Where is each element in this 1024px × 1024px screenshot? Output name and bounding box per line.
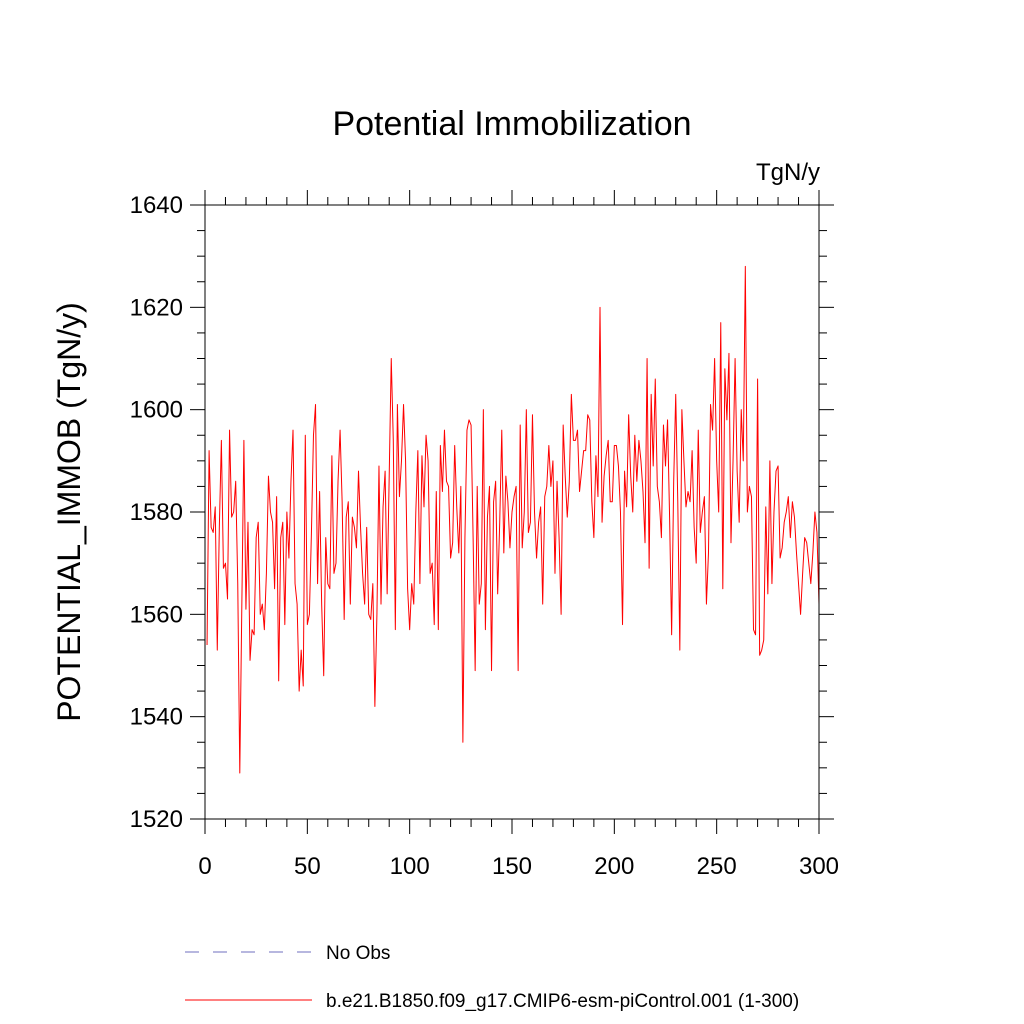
tick-labels: 0 50 100 150 200 250 300 1520 1540 1560 1580 1600 16… (130, 192, 839, 880)
legend-label-no-obs: No Obs (326, 943, 390, 964)
legend-label-model: b.e21.B1850.f09_g17.CMIP6-esm-piControl.… (326, 991, 799, 1012)
y-tick-label: 1600 (130, 397, 183, 424)
axis-ticks (190, 190, 834, 834)
x-tick-label: 50 (294, 853, 321, 880)
legend: No Obs b.e21.B1850.f09_g17.CMIP6-esm-piC… (185, 943, 799, 1012)
x-tick-label: 200 (594, 853, 634, 880)
units-label: TgN/y (756, 159, 820, 186)
y-tick-label: 1620 (130, 294, 183, 321)
series-line-1 (206, 265, 819, 774)
x-tick-label: 100 (390, 853, 430, 880)
chart-title: Potential Immobilization (332, 105, 691, 143)
x-tick-label: 0 (198, 853, 211, 880)
series-layer (206, 265, 819, 774)
x-tick-label: 300 (799, 853, 839, 880)
plot-frame (204, 204, 820, 820)
y-tick-label: 1560 (130, 601, 183, 628)
y-tick-label: 1540 (130, 704, 183, 731)
y-axis-label: POTENTIAL_IMMOB (TgN/y) (51, 302, 87, 722)
y-tick-label: 1640 (130, 192, 183, 219)
y-tick-label: 1580 (130, 499, 183, 526)
x-tick-label: 250 (697, 853, 737, 880)
x-tick-label: 150 (492, 853, 532, 880)
y-tick-label: 1520 (130, 806, 183, 833)
